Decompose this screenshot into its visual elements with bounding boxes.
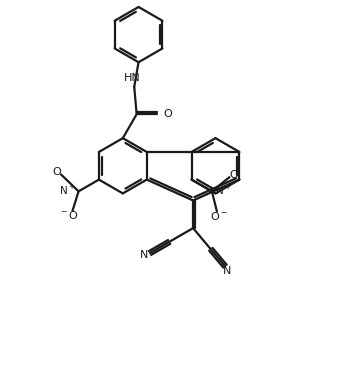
Text: $^-$O: $^-$O: [59, 209, 79, 221]
Text: N: N: [223, 266, 231, 276]
Text: N$^+$: N$^+$: [215, 184, 231, 197]
Text: O: O: [164, 109, 172, 119]
Text: HN: HN: [124, 73, 141, 83]
Text: O: O: [229, 170, 238, 180]
Text: O: O: [53, 167, 62, 177]
Text: N$^+$: N$^+$: [59, 184, 76, 197]
Text: O$^-$: O$^-$: [210, 210, 228, 222]
Text: N: N: [140, 250, 148, 260]
